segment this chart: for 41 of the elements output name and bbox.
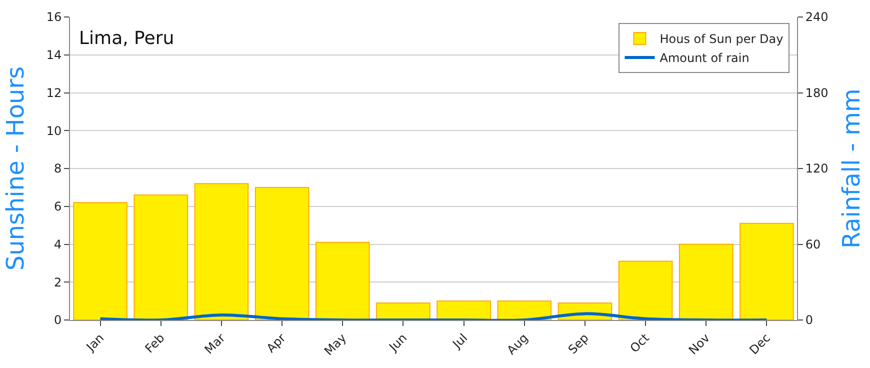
x-tick-label: Oct [627, 330, 652, 356]
y2-tick-label: 0 [805, 313, 814, 328]
bar [134, 194, 188, 320]
legend-label: Amount of rain [660, 51, 750, 66]
bar [315, 242, 370, 320]
legend-label: Hous of Sun per Day [660, 32, 784, 46]
x-tick-label: Sep [565, 330, 592, 357]
bar [497, 300, 552, 320]
bar [73, 202, 128, 320]
y-tick-label: 8 [54, 162, 62, 176]
bar [194, 183, 249, 320]
x-tick-label: Apr [264, 330, 288, 356]
y-axis-title: Sunshine - Hours [1, 66, 30, 271]
x-tick-label: Feb [142, 330, 168, 356]
x-tick-label: Mar [202, 330, 228, 357]
y-tick-label: 0 [54, 313, 62, 328]
text: Lima, Peru [79, 28, 174, 49]
y-tick-label: 4 [54, 237, 62, 252]
x-tick-label: Jun [386, 330, 410, 355]
bar [436, 300, 491, 320]
y-tick-label: 2 [54, 275, 62, 290]
y2-tick-label: 60 [805, 237, 821, 252]
bar [618, 260, 673, 320]
x-tick-label: Jan [82, 330, 107, 355]
x-tick-label: Dec [746, 330, 774, 358]
y2-axis-title: Rainfall - mm [838, 88, 866, 248]
line-series [98, 312, 768, 320]
y2-tick-label: 120 [805, 162, 828, 176]
y-tick-label: 6 [54, 200, 62, 214]
y-tick-label: 14 [46, 48, 62, 62]
x-tick-label: Jul [449, 330, 470, 352]
x-tick-label: Nov [686, 330, 712, 358]
y2-tick-label: 240 [805, 10, 828, 24]
y-tick-label: 12 [46, 86, 62, 100]
y-tick-label: 16 [46, 10, 62, 24]
bar [740, 222, 794, 320]
y2-tick-label: 180 [805, 86, 828, 100]
bar [678, 244, 734, 320]
bar [254, 186, 310, 320]
bar [376, 302, 430, 320]
y-tick-label: 10 [46, 124, 62, 138]
